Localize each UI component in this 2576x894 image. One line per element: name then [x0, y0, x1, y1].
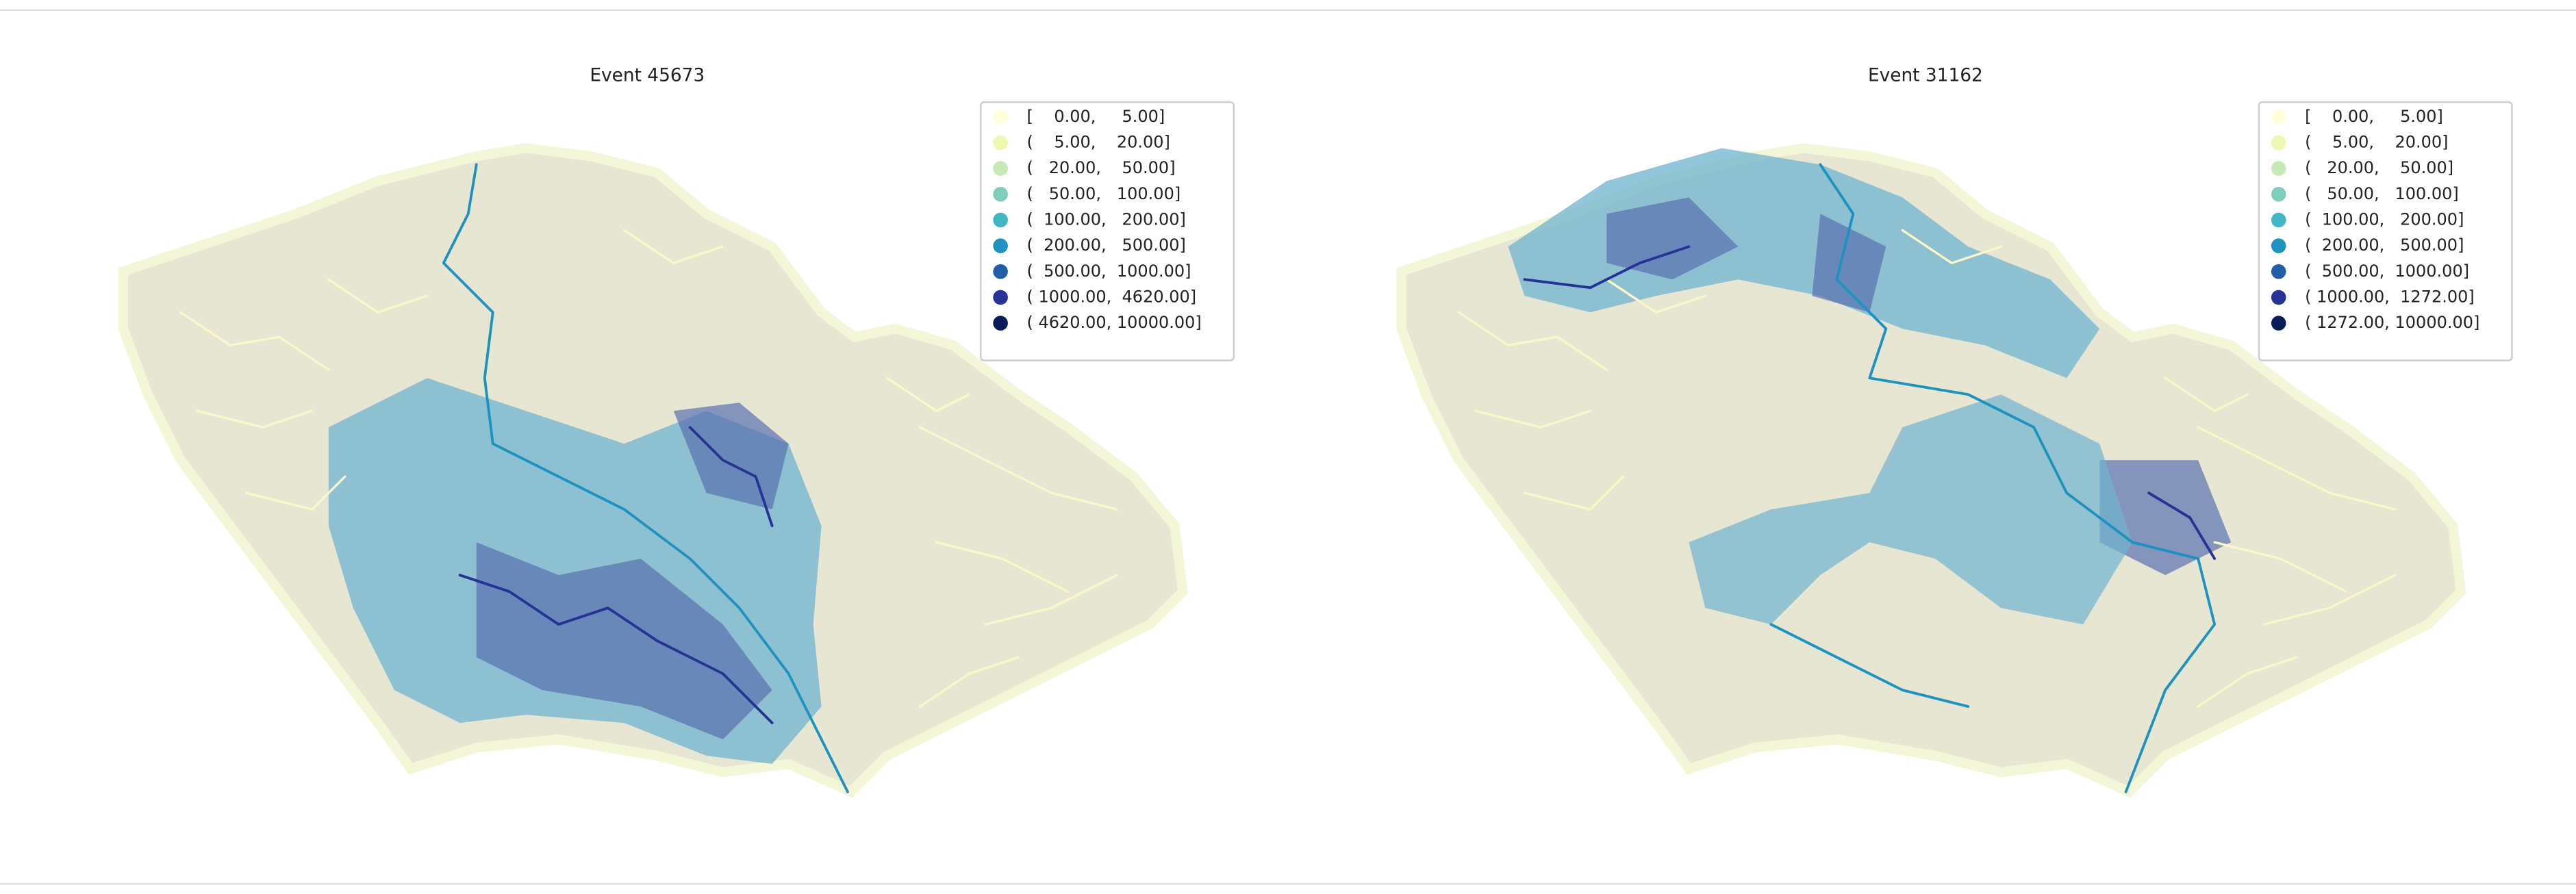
legend-marker	[993, 264, 1008, 279]
legend-marker	[2271, 212, 2286, 228]
legend-marker	[2271, 186, 2286, 202]
legend-marker	[993, 290, 1008, 305]
map-right	[1402, 148, 2462, 791]
legend-label: ( 1272.00, 10000.00]	[2305, 313, 2479, 332]
legend-marker	[993, 135, 1008, 151]
legend-marker	[2271, 290, 2286, 305]
rain-area	[1689, 394, 2133, 625]
legend: [ 0.00, 5.00] ( 5.00, 20.00] ( 20.00, 50.0…	[2258, 101, 2513, 361]
legend-label: ( 100.00, 200.00]	[1027, 209, 1186, 229]
legend-box	[980, 101, 1235, 361]
legend-label: ( 500.00, 1000.00]	[1027, 261, 1191, 281]
legend-label: ( 1000.00, 4620.00]	[1027, 287, 1197, 306]
legend-label: [ 0.00, 5.00]	[1027, 107, 1165, 126]
legend-marker	[993, 316, 1008, 331]
legend-marker	[993, 238, 1008, 253]
rain-area-heavy	[476, 542, 772, 740]
legend-marker	[2271, 135, 2286, 151]
river-heavy	[458, 426, 774, 724]
legend-marker	[993, 212, 1008, 228]
legend-label: ( 1000.00, 1272.00]	[2305, 287, 2475, 306]
legend-box	[2258, 101, 2513, 361]
rain-area-heavy	[1606, 197, 2232, 576]
legend-label: ( 200.00, 500.00]	[1027, 235, 1186, 255]
legend-marker	[993, 109, 1008, 125]
legend-marker	[2271, 109, 2286, 125]
legend-marker	[993, 161, 1008, 176]
legend-label: ( 50.00, 100.00]	[2305, 184, 2459, 203]
legend-label: ( 500.00, 1000.00]	[2305, 261, 2469, 281]
river-main	[442, 163, 849, 793]
map-title: Event 31162	[1868, 65, 1983, 86]
legend-label: ( 4620.00, 10000.00]	[1027, 313, 1202, 332]
overlays: Event 45673 [ 0.00, 5.00] ( 5.00, 20.00] ( …	[590, 65, 2513, 361]
rain-area-heavy	[673, 403, 789, 510]
legend-label: ( 50.00, 100.00]	[1027, 184, 1181, 203]
legend-marker	[2271, 238, 2286, 253]
legend-marker	[2271, 161, 2286, 176]
legend-label: [ 0.00, 5.00]	[2305, 107, 2443, 126]
legend-label: ( 200.00, 500.00]	[2305, 235, 2464, 255]
legend: [ 0.00, 5.00] ( 5.00, 20.00] ( 20.00, 50.0…	[980, 101, 1235, 361]
map-left	[123, 148, 1183, 791]
river-main	[1769, 163, 2217, 793]
legend-marker	[2271, 316, 2286, 331]
river-heavy	[1523, 245, 2217, 561]
legend-marker	[993, 186, 1008, 202]
legend-label: ( 5.00, 20.00]	[1027, 132, 1170, 151]
legend-label: ( 100.00, 200.00]	[2305, 209, 2464, 229]
legend-label: ( 20.00, 50.00]	[1027, 158, 1176, 177]
legend-label: ( 5.00, 20.00]	[2305, 132, 2448, 151]
legend-marker	[2271, 264, 2286, 279]
legend-label: ( 20.00, 50.00]	[2305, 158, 2453, 177]
map-title: Event 45673	[590, 65, 705, 86]
